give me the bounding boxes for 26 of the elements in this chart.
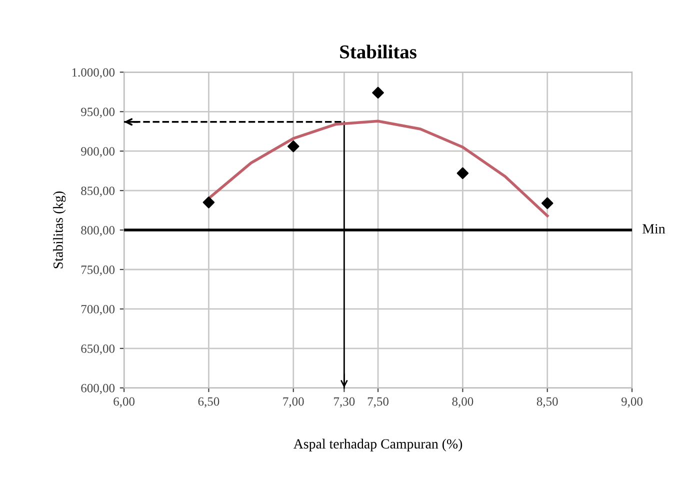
y-axis-title: Stabilitas (kg) bbox=[53, 191, 66, 268]
y-tick-label: 900,00 bbox=[81, 147, 115, 158]
chart-title: Stabilitas bbox=[340, 44, 416, 58]
x-tick-label: 6,00 bbox=[114, 397, 135, 408]
point bbox=[541, 197, 554, 210]
y-tick-label: 950,00 bbox=[81, 108, 115, 118]
point bbox=[287, 140, 300, 152]
x-tick-label: 6,50 bbox=[198, 397, 220, 408]
x-tick-label: 8,00 bbox=[452, 397, 474, 408]
x-tick-label: 7,30 bbox=[334, 397, 355, 408]
point bbox=[372, 86, 384, 99]
ref-line-label: Min bbox=[642, 224, 666, 234]
y-tick-label: 700,00 bbox=[81, 304, 115, 316]
x-tick-label: 9,00 bbox=[621, 397, 642, 408]
y-tick-label: 1.000,00 bbox=[72, 68, 115, 78]
x-tick-label: 8,50 bbox=[536, 397, 558, 408]
point bbox=[202, 196, 215, 208]
y-tick-label: 650,00 bbox=[81, 344, 115, 355]
x-tick-label: 7,50 bbox=[368, 397, 388, 408]
x-axis-title: Aspal terhadap Campuran (%) bbox=[294, 438, 462, 452]
x-tick-label: 7,00 bbox=[283, 397, 304, 408]
y-tick-label: 750,00 bbox=[81, 266, 115, 276]
y-tick-label: 800,00 bbox=[81, 226, 115, 236]
y-tick-label: 850,00 bbox=[81, 186, 115, 197]
point bbox=[456, 167, 469, 180]
y-tick-label: 600,00 bbox=[81, 384, 115, 394]
